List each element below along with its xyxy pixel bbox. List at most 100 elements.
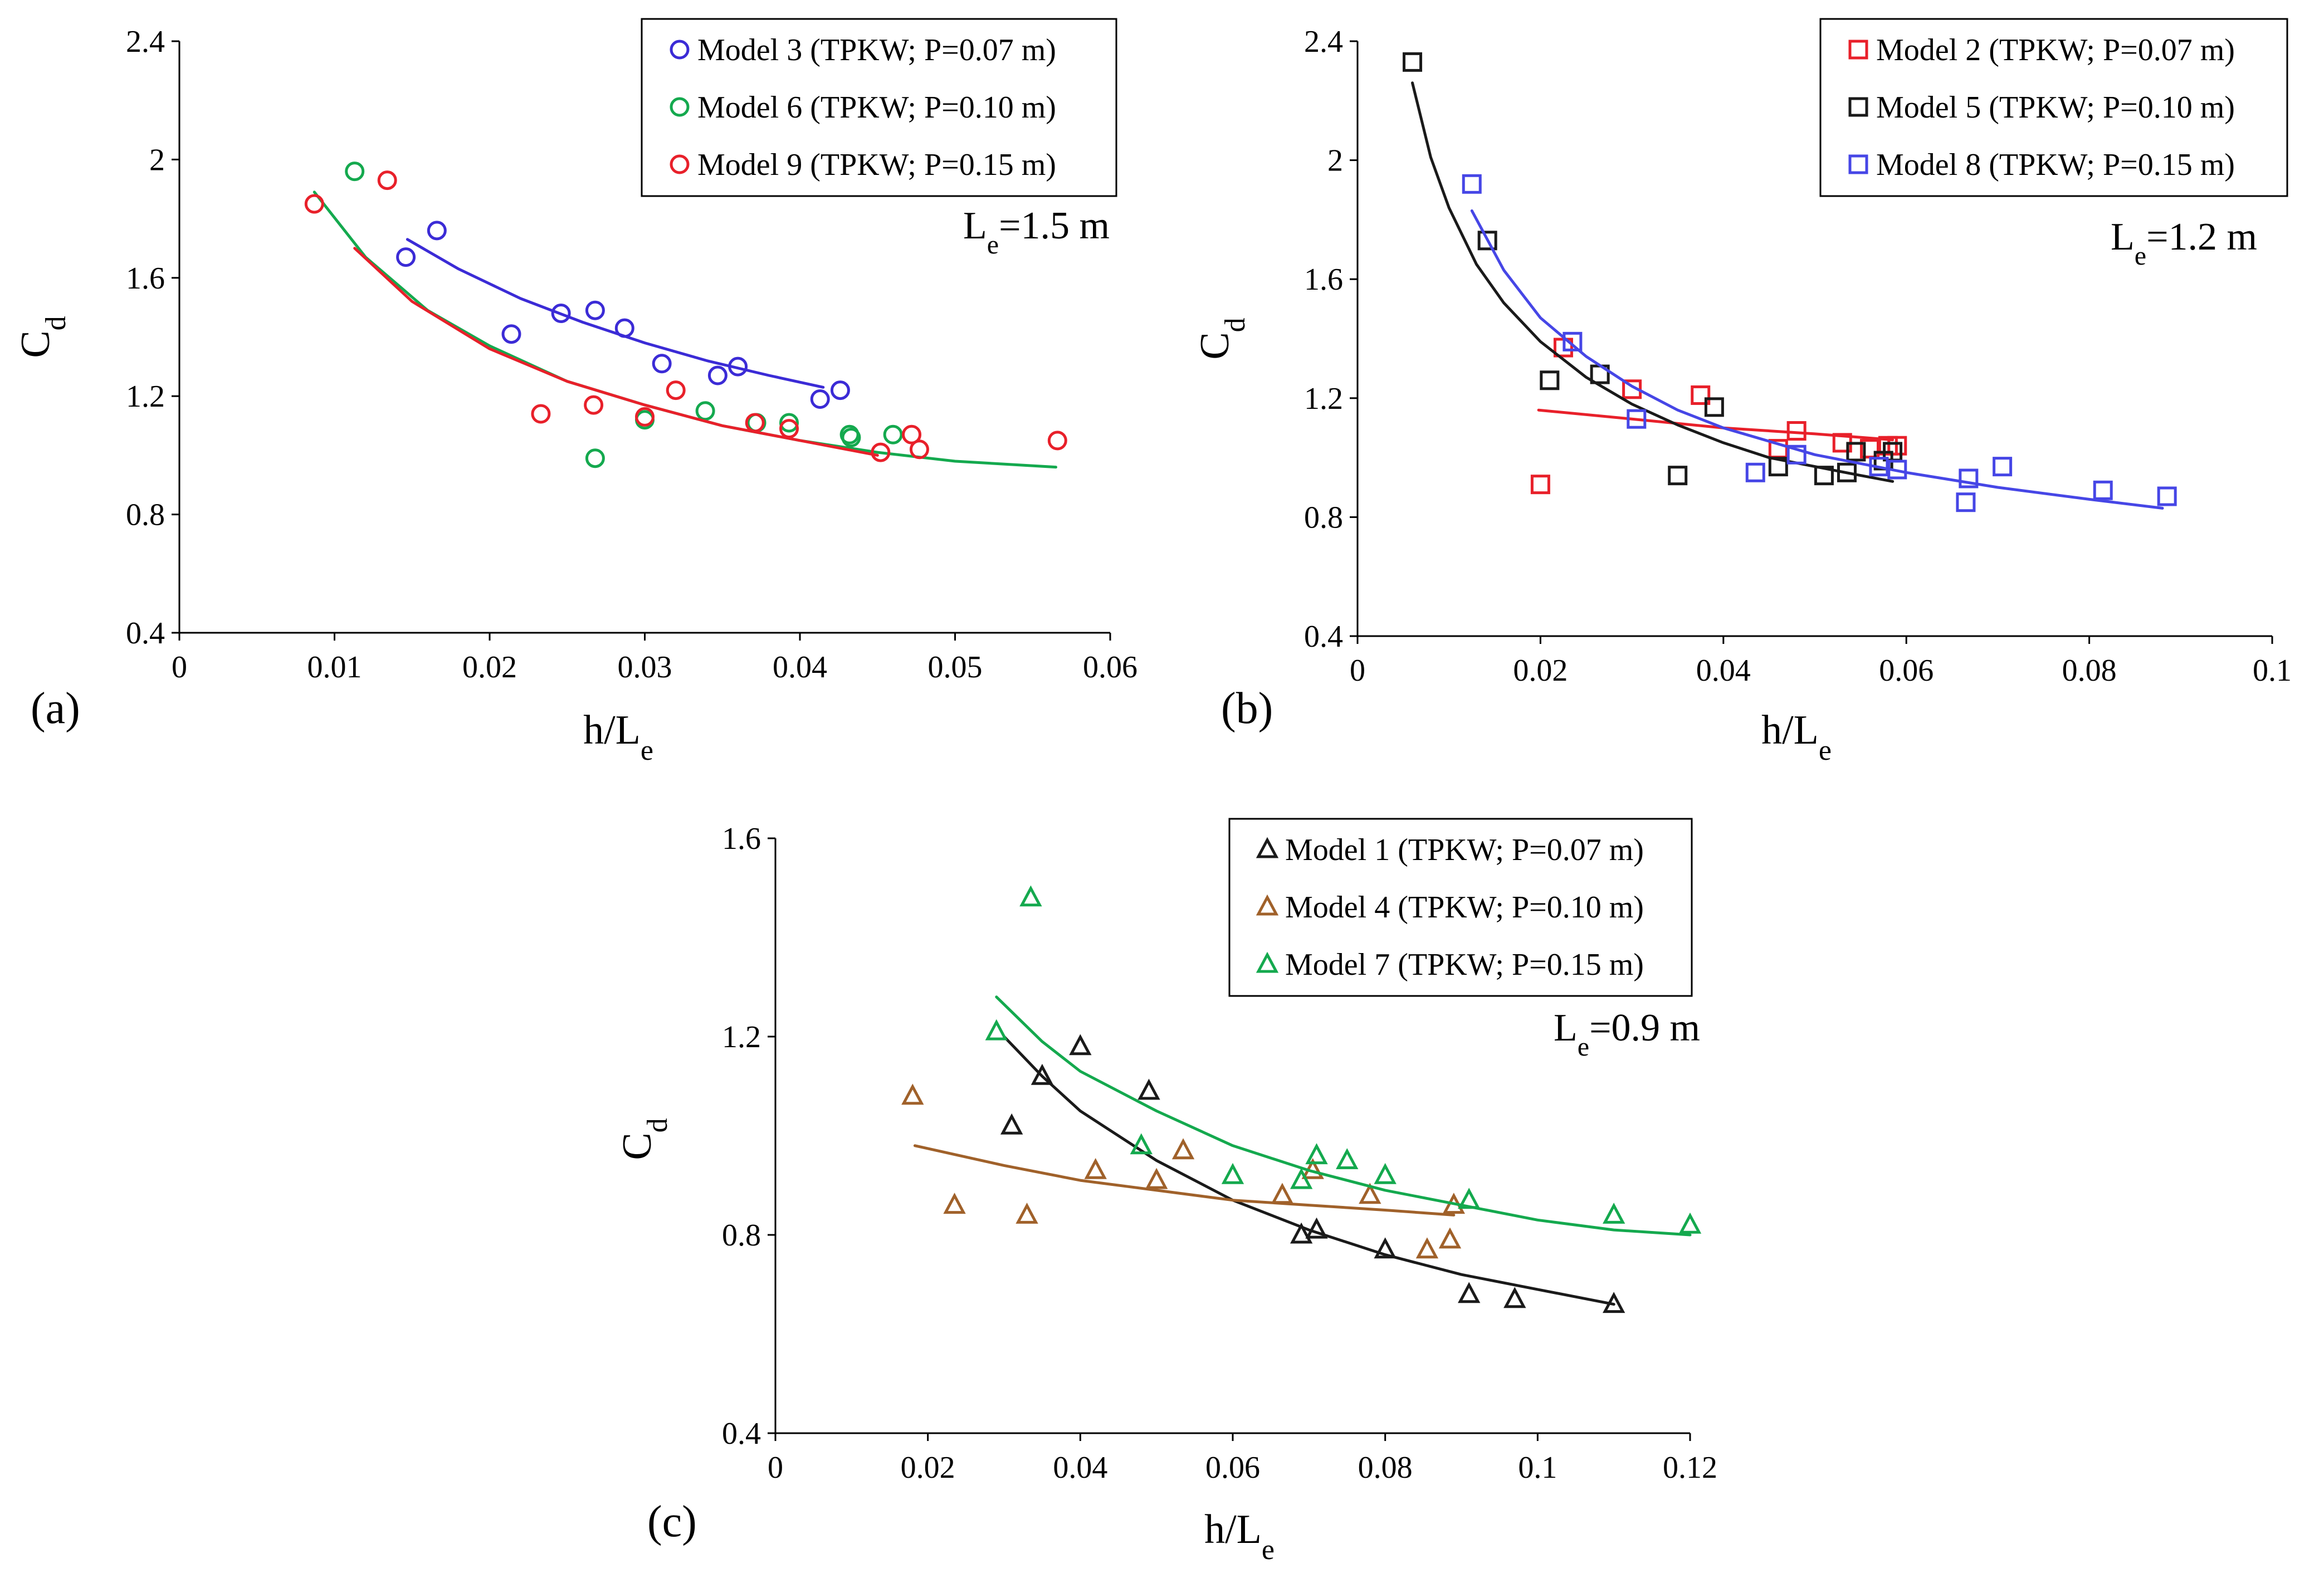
data-point: [1438, 1227, 1462, 1249]
legend-marker: [1848, 154, 1868, 174]
data-point: [666, 380, 686, 400]
legend-box: [1819, 18, 2288, 197]
data-point: [1837, 462, 1857, 482]
y-tick-label: 2: [149, 143, 165, 177]
data-point: [728, 356, 748, 377]
legend-marker: [670, 97, 690, 117]
data-point: [652, 354, 672, 374]
data-point: [1069, 1034, 1092, 1056]
data-point: [707, 365, 728, 385]
le-annotation: Le=1.2 m: [2111, 216, 2257, 271]
data-point: [1462, 174, 1482, 194]
data-point: [1530, 475, 1550, 495]
legend: Model 2 (TPKW; P=0.07 m) Model 5 (TPKW; P…: [1819, 18, 2288, 197]
x-tick-label: 0.02: [462, 650, 517, 685]
x-tick-label: 0.08: [1358, 1450, 1413, 1485]
data-point: [1084, 1157, 1107, 1179]
fit-curve: [913, 1144, 1456, 1217]
legend-entry: Model 2 (TPKW; P=0.07 m): [1876, 33, 2235, 67]
series-2: [313, 162, 1057, 469]
legend-box: [1228, 818, 1693, 997]
legend-entry: Model 5 (TPKW; P=0.10 m): [1876, 90, 2235, 125]
data-point: [501, 324, 521, 344]
y-axis-title: Cd: [13, 316, 72, 358]
legend-box: [641, 18, 1117, 197]
data-point: [985, 1019, 1008, 1040]
data-point: [1305, 1143, 1328, 1165]
y-tick-label: 0.8: [722, 1218, 761, 1253]
data-point: [1540, 370, 1560, 390]
data-point: [1130, 1133, 1153, 1155]
data-point: [902, 424, 922, 444]
x-tick-label: 0.08: [2062, 653, 2117, 688]
x-tick-label: 0.06: [1879, 653, 1934, 688]
data-point: [1846, 442, 1866, 462]
x-tick-label: 0.1: [2253, 653, 2292, 688]
le-annotation: Le=1.5 m: [963, 204, 1110, 260]
data-point: [551, 304, 571, 324]
data-point: [1887, 436, 1907, 456]
x-tick-label: 0.02: [901, 1450, 955, 1485]
legend-entry: Model 9 (TPKW; P=0.15 m): [697, 148, 1056, 182]
data-point: [1359, 1183, 1381, 1204]
data-point: [695, 401, 715, 421]
data-point: [585, 300, 605, 320]
x-tick-label: 0.04: [773, 650, 827, 685]
data-point: [531, 404, 551, 424]
x-tick-label: 0.1: [1518, 1450, 1557, 1485]
legend-entry: Model 4 (TPKW; P=0.10 m): [1285, 890, 1644, 925]
data-point: [1290, 1222, 1313, 1244]
legend-entry: Model 7 (TPKW; P=0.15 m): [1285, 947, 1644, 982]
chart-panel-1: 0.4 0.8 1.2 1.6 2 2.4 0 0.01 0.02 0.03 0.04 0.05 0.0…: [13, 18, 1137, 766]
data-point: [1374, 1237, 1397, 1259]
data-point: [1403, 52, 1423, 72]
data-point: [1691, 385, 1711, 405]
data-point: [1047, 431, 1067, 451]
data-point: [1305, 1217, 1328, 1239]
legend-marker: [670, 154, 690, 174]
panel-label: (c): [647, 1497, 697, 1546]
panel-label: (a): [31, 684, 80, 733]
data-point: [584, 395, 604, 415]
y-tick-label: 0.8: [126, 498, 165, 533]
y-tick-label: 1.2: [126, 379, 165, 414]
data-point: [943, 1193, 966, 1214]
data-point: [841, 428, 861, 448]
chart-panel-2: 0.4 0.8 1.2 1.6 2 2.4 0 0.02 0.04 0.06 0.08 0.1 h/Le…: [1192, 18, 2292, 766]
y-axis-title: Cd: [614, 1118, 673, 1160]
data-point: [377, 170, 397, 190]
y-tick-label: 0.4: [126, 616, 165, 651]
data-point: [1603, 1292, 1625, 1313]
x-tick-label: 0.01: [307, 650, 362, 685]
data-point: [830, 380, 850, 400]
data-point: [2093, 480, 2113, 500]
data-point: [1458, 1282, 1481, 1303]
x-axis-title: h/Le: [1761, 707, 1832, 766]
fit-curve: [406, 238, 825, 389]
series-1: [396, 221, 850, 409]
x-tick-label: 0.03: [618, 650, 672, 685]
y-tick-label: 1.6: [1304, 262, 1343, 297]
data-point: [1668, 466, 1688, 486]
x-tick-label: 0: [1350, 653, 1365, 688]
x-tick-label: 0.02: [1513, 653, 1568, 688]
y-tick-label: 1.6: [126, 261, 165, 296]
fit-curve: [1470, 209, 2164, 510]
data-point: [1786, 444, 1807, 465]
y-tick-label: 1.6: [722, 822, 761, 856]
data-point: [1137, 1078, 1160, 1100]
y-tick-label: 0.8: [1304, 500, 1343, 535]
data-point: [1678, 1212, 1702, 1234]
panel-label: (b): [1221, 684, 1273, 733]
data-point: [1959, 468, 1979, 488]
data-point: [1458, 1188, 1481, 1209]
data-point: [345, 162, 365, 182]
data-point: [779, 413, 799, 433]
x-tick-label: 0.04: [1053, 1450, 1107, 1485]
x-tick-label: 0.12: [1663, 1450, 1717, 1485]
data-point: [1000, 1113, 1023, 1135]
fit-curve: [313, 190, 1057, 469]
data-point: [810, 389, 830, 409]
y-tick-label: 2.4: [1304, 25, 1343, 59]
